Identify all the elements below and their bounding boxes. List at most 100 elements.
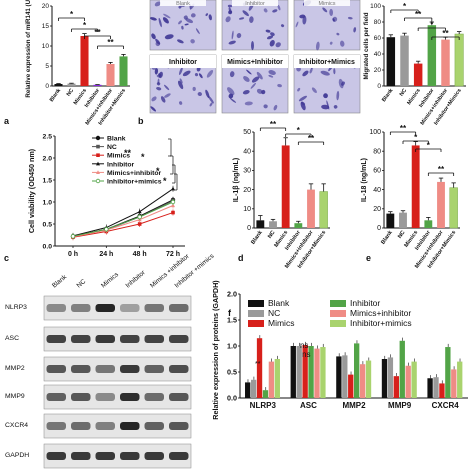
migrated-cell [246,69,252,75]
bar [393,376,399,398]
micrograph-label: Inhibitor [245,1,265,7]
x-tick-label: Blank [380,229,394,246]
migrated-cell [243,76,250,82]
chart-c: 0.0 0.5 1.0 1.5 2.0 2.5 0 h 24 h 48 h 72 h Cell vi… [27,133,185,258]
migrated-cell [336,32,340,36]
data-point [104,227,109,232]
x-tick-label: 48 h [133,251,147,258]
bar [336,356,342,398]
series-line [72,205,174,238]
bar [256,220,265,228]
bar [413,63,423,86]
y-tick-label: 1.0 [43,199,53,206]
significance-mark: * [70,10,74,19]
blot-band [95,365,115,373]
migrated-cell [179,78,183,84]
migrated-cell [336,90,340,101]
bar [424,220,433,228]
bar [457,361,463,398]
micrograph-label-bg [232,0,278,6]
migrated-cell [250,82,256,89]
migrated-cell [268,74,274,78]
migrated-cell [151,33,156,40]
y-tick-label: 60 [373,168,381,175]
significance-mark: ** [255,361,261,368]
blot-band [144,422,164,430]
legend-label: Mimics [107,153,130,160]
migrated-cell [225,16,231,23]
significance-mark: * [163,176,167,186]
migrated-cell [249,16,254,23]
migrated-cell [163,84,170,91]
legend-marker [96,161,100,166]
series-line [72,188,174,237]
legend-label: Inhibitor+mimics [350,318,412,328]
y-tick-label: 60 [374,35,382,42]
bar [342,355,348,398]
blot-band [71,393,91,401]
y-tick-label: 15 [42,23,50,30]
migrated-cell [251,40,254,51]
migrated-cell [194,73,199,77]
blot-membrane [43,413,192,439]
data-point [137,214,142,220]
migrated-cell [190,13,196,18]
micrograph-label: Blank [176,1,190,7]
bar [93,84,102,86]
blot-membrane [43,384,192,410]
migrated-cell [270,32,275,37]
migrated-cell [311,87,317,94]
legend-swatch [248,310,264,317]
legend-swatch [248,300,264,307]
y-tick-label: 2.0 [43,155,53,162]
bar [245,382,251,398]
migrated-cell [156,86,162,91]
micrograph-label-bg [160,0,206,6]
y-axis-label: Cell viability (OD450 nm) [27,148,36,233]
bar [449,187,458,229]
micrograph-bg [293,0,361,51]
bar [427,25,437,86]
data-point [171,210,175,215]
micrograph-label: Inhibitor+Mimics [299,59,355,66]
bar [445,347,451,398]
y-tick-label: 40 [373,187,381,194]
y-tick-label: 40 [243,148,251,155]
migrated-cell [164,34,174,40]
migrated-cell [299,14,306,19]
bar [359,364,366,398]
migrated-cell [295,21,299,28]
blot-band [46,304,66,312]
bar [433,377,439,398]
blot-lane-label: NC [76,278,88,290]
migrated-cell [272,9,278,13]
y-tick-label: 30 [243,168,251,175]
migrated-cell [229,98,237,103]
legend-label: Mimics+inhibitor [107,170,162,177]
migrated-cell [158,71,163,79]
blot-band [144,304,164,312]
micrograph-label-bg [304,0,350,6]
y-tick-label: 20 [42,3,50,10]
blot-row-label: ASC [5,335,19,342]
bar [269,221,277,228]
bar [399,212,407,228]
significance-mark: * [83,21,87,30]
blot-band [169,304,189,312]
micrograph-panel: Inhibitor [149,54,217,114]
significance-mark: * [141,152,145,162]
x-tick-label: NLRP3 [250,401,277,410]
migrated-cell [231,30,234,40]
bar [387,357,394,398]
migrated-cell [163,13,171,19]
blot-band [169,452,189,460]
y-tick-label: 0.5 [43,221,53,228]
bar [262,390,269,398]
y-tick-label: 40 [374,51,382,58]
data-point [171,186,175,191]
migrated-cell [205,89,210,99]
significance-mark: ns [302,350,310,359]
migrated-cell [333,68,336,75]
bar [302,344,308,398]
